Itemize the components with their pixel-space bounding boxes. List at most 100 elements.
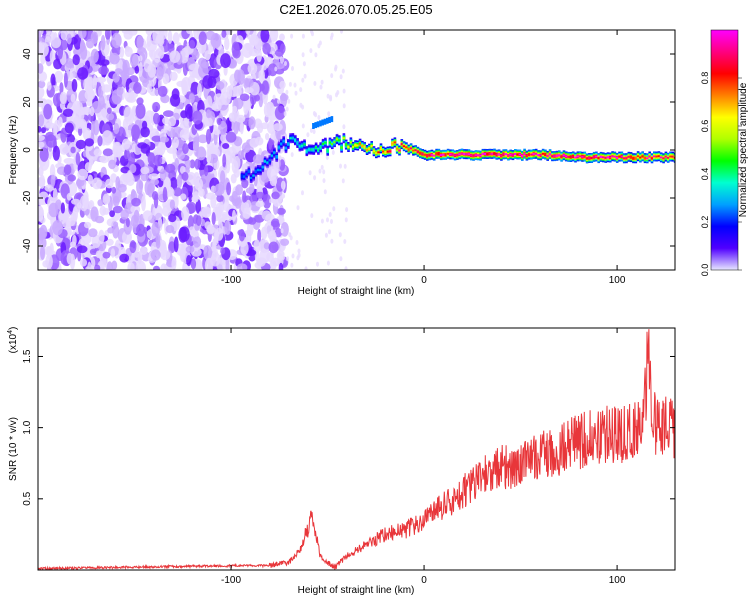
spectrogram-ridge-cell <box>307 148 311 151</box>
spectrogram-ridge-cell <box>312 148 316 151</box>
spectrogram-ridge-cell <box>439 154 443 157</box>
colorbar-tick-label: 0.4 <box>700 168 710 181</box>
spectrogram-ridge-cell <box>333 141 336 144</box>
spectrogram-noise-cell <box>142 120 148 130</box>
spectrogram-ridge-cell <box>578 155 582 158</box>
spectrogram-noise-cell <box>88 228 98 238</box>
spectrogram-ridge-cell <box>613 155 617 158</box>
spectrogram-ridge-cell <box>398 149 401 152</box>
spectrogram-ridge-cell <box>488 152 492 155</box>
spectrogram-ridge-cell <box>314 146 318 149</box>
spectrogram-noise-cell <box>128 87 133 98</box>
spectrogram-ridge-cell <box>525 154 529 157</box>
spectrogram-noise-cell <box>79 195 89 212</box>
spectrogram-ridge-cell <box>518 153 522 156</box>
spectrogram-x-ticks: -100 0 100 <box>221 30 626 286</box>
spectrogram-ridge-cell <box>291 137 295 140</box>
spectrogram-noise-cell <box>93 148 102 157</box>
spectrogram-x-tick-label: 0 <box>421 275 427 286</box>
spectrogram-ridge-cell <box>666 156 670 159</box>
spectrogram-noise-cell <box>206 95 213 110</box>
spectrogram-ridge-cell <box>622 157 626 160</box>
spectrogram-noise-cell <box>264 221 274 235</box>
spectrogram-noise-cell <box>256 49 263 63</box>
spectrogram-ridge-cell <box>310 148 313 151</box>
spectrogram-noise-cell <box>266 166 278 181</box>
spectrogram-noise-cell <box>176 174 183 189</box>
spectrogram-noise-cell <box>288 81 292 87</box>
spectrogram-noise-cell <box>142 210 153 221</box>
spectrogram-noise-cell <box>309 128 313 133</box>
spectrogram-ridge-cell <box>277 146 281 149</box>
spectrogram-noise-cell <box>69 241 76 248</box>
spectrogram-noise-cell <box>343 239 347 244</box>
spectrogram-noise-cell <box>53 58 63 70</box>
spectrogram-noise-cell <box>123 30 133 40</box>
snr-x-tick-label: -100 <box>221 575 241 586</box>
spectrogram-noise-cell <box>112 205 123 214</box>
spectrogram-ridge-cell <box>402 145 406 148</box>
spectrogram-ridge-cell <box>386 150 390 153</box>
spectrogram-ridge-cell <box>409 147 413 150</box>
spectrogram-noise-cell <box>260 30 270 43</box>
colorbar-tick-label: 0.6 <box>700 120 710 133</box>
spectrogram-noise-cell <box>259 247 270 264</box>
spectrogram-noise-cell <box>155 66 164 81</box>
spectrogram-noise-cell <box>272 94 276 100</box>
spectrogram-noise-cell <box>157 85 168 97</box>
spectrogram-ridge-cell <box>259 169 262 172</box>
spectrogram-noise-cell <box>327 111 331 117</box>
spectrogram-ridge-cell <box>349 141 353 144</box>
spectrogram-noise-cell <box>238 229 245 242</box>
spectrogram-noise-cell <box>153 112 160 125</box>
spectrogram-noise-cell <box>271 110 275 116</box>
spectrogram-ridge-cell <box>463 153 466 156</box>
spectrogram-noise-cell <box>181 171 189 181</box>
spectrogram-ridge-cell <box>472 154 475 157</box>
spectrogram-noise-cell <box>155 239 161 249</box>
spectrogram-noise-cell <box>216 194 224 203</box>
spectrogram-noise-cell <box>221 30 227 38</box>
spectrogram-noise-cell <box>232 209 236 222</box>
spectrogram-noise-cell <box>75 178 85 187</box>
spectrogram-ridge-cell <box>407 148 411 151</box>
spectrogram-noise-cell <box>170 188 175 197</box>
colorbar-ticks: 0.0 0.2 0.4 0.6 0.8 <box>700 72 742 276</box>
spectrogram-noise-cell <box>205 109 212 119</box>
spectrogram-noise-cell <box>281 255 285 260</box>
spectrogram-ridge-cell <box>615 156 619 159</box>
spectrogram-noise-cell <box>285 89 289 95</box>
spectrogram-noise-cell <box>98 66 109 75</box>
spectrogram-ridge-cell <box>393 141 397 144</box>
spectrogram-y-tick-label: 0 <box>22 147 33 153</box>
spectrogram-noise-cell <box>291 66 294 71</box>
spectrogram-ridge-cell <box>514 153 517 155</box>
spectrogram-noise-cell <box>72 100 81 114</box>
spectrogram-ridge-cell <box>423 153 427 156</box>
spectrogram-x-label: Height of straight line (km) <box>298 286 415 297</box>
spectrogram-noise-cell <box>302 61 306 67</box>
spectrogram-noise-cell <box>72 206 78 222</box>
spectrogram-noise-cell <box>299 102 303 108</box>
spectrogram-noise-cell <box>50 174 56 187</box>
spectrogram-noise-cell <box>267 63 278 77</box>
spectrogram-ridge-cell <box>655 155 658 158</box>
spectrogram-ridge-cell <box>553 155 556 158</box>
spectrogram-noise-cell <box>130 214 139 228</box>
spectrogram-noise-cell <box>153 154 163 167</box>
spectrogram-ridge-cell <box>604 156 607 159</box>
spectrogram-noise-cell <box>38 43 43 54</box>
spectrogram-noise-cell <box>73 34 82 50</box>
spectrogram-ridge-cell <box>662 157 665 160</box>
spectrogram-ridge-cell <box>479 154 482 157</box>
spectrogram-noise-cell <box>314 52 318 58</box>
spectrogram-ridge-cell <box>511 154 515 157</box>
spectrogram-noise-cell <box>210 194 217 209</box>
spectrogram-noise-cell <box>90 31 99 44</box>
spectrogram-noise-cell <box>332 206 336 212</box>
spectrogram-ridge-cell <box>263 160 267 163</box>
colorbar: 0.0 0.2 0.4 0.6 0.8 Normalized spectral ampl… <box>700 29 749 276</box>
spectrogram-noise-cell <box>150 249 161 261</box>
spectrogram-y-tick-label: 20 <box>22 96 33 108</box>
spectrogram-noise-cell <box>253 239 261 254</box>
